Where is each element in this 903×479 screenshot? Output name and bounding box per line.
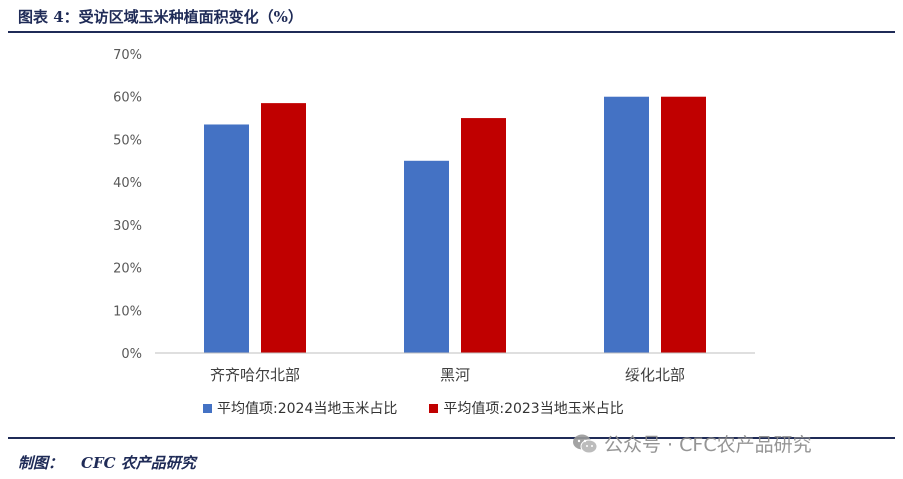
bar-2023-2 xyxy=(661,96,706,353)
x-tick-label: 绥化北部 xyxy=(625,366,685,384)
y-tick-label: 50% xyxy=(113,133,142,148)
bottom-divider xyxy=(8,437,895,439)
y-tick-label: 0% xyxy=(121,347,142,362)
x-tick-label: 黑河 xyxy=(440,366,470,384)
top-divider xyxy=(8,31,895,33)
legend-label-2024: 平均值项:2024当地玉米占比 xyxy=(217,401,398,417)
y-tick-label: 10% xyxy=(113,304,142,319)
watermark: 公众号 · CFC农产品研究 xyxy=(572,430,812,457)
y-tick-label: 40% xyxy=(113,176,142,191)
x-tick-label: 齐齐哈尔北部 xyxy=(210,366,300,384)
legend-item-2023: 平均值项:2023当地玉米占比 xyxy=(429,398,624,418)
legend-label-2023: 平均值项:2023当地玉米占比 xyxy=(443,401,624,417)
watermark-text: 公众号 · CFC农产品研究 xyxy=(604,434,812,456)
wechat-icon xyxy=(573,434,598,453)
bar-2024-0 xyxy=(204,124,249,353)
legend-item-2024: 平均值项:2024当地玉米占比 xyxy=(203,398,397,418)
bar-2023-1 xyxy=(461,118,506,353)
legend: 平均值项:2024当地玉米占比 平均值项:2023当地玉米占比 xyxy=(203,398,624,418)
y-tick-label: 60% xyxy=(113,91,142,106)
bar-2024-2 xyxy=(604,96,649,353)
legend-swatch-2024 xyxy=(203,403,212,413)
y-tick-label: 20% xyxy=(113,262,142,277)
x-axis-labels: 齐齐哈尔北部 黑河 绥化北部 xyxy=(210,366,685,384)
chart-title: 图表 4：受访区域玉米种植面积变化（%） xyxy=(18,8,303,26)
bar-2023-0 xyxy=(261,103,306,353)
bar-2024-1 xyxy=(404,160,449,353)
legend-swatch-2023 xyxy=(429,403,439,413)
source-name: CFC 农产品研究 xyxy=(81,454,196,472)
source-note: 制图： CFC 农产品研究 xyxy=(18,452,196,473)
y-tick-label: 30% xyxy=(113,219,142,234)
y-axis-ticks: 0% 10% 20% 30% 40% 50% 60% 70% xyxy=(113,48,142,362)
y-tick-label: 70% xyxy=(113,48,142,63)
source-label: 制图： xyxy=(18,454,64,472)
bars xyxy=(204,96,706,353)
